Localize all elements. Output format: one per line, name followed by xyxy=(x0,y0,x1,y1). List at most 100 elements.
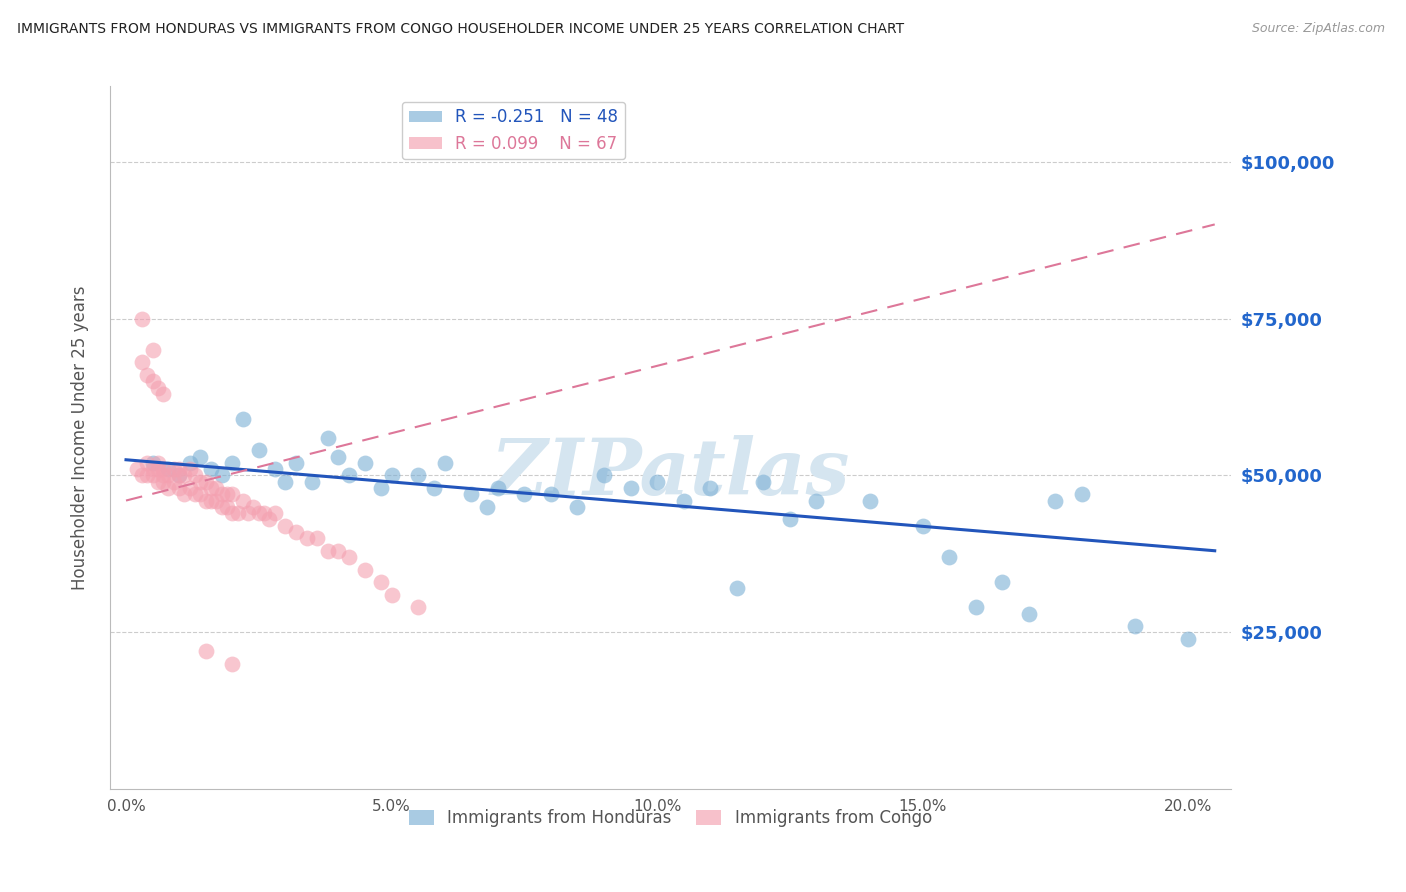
Point xyxy=(142,468,165,483)
Point xyxy=(567,500,589,514)
Point xyxy=(215,487,238,501)
Point xyxy=(406,468,429,483)
Point xyxy=(125,462,148,476)
Point xyxy=(179,456,201,470)
Point xyxy=(1018,607,1040,621)
Point xyxy=(337,468,360,483)
Point xyxy=(672,493,695,508)
Point xyxy=(152,468,174,483)
Point xyxy=(157,468,180,483)
Point xyxy=(142,374,165,388)
Point xyxy=(167,468,190,483)
Point xyxy=(232,493,254,508)
Point xyxy=(263,506,285,520)
Point xyxy=(486,481,509,495)
Point xyxy=(337,549,360,564)
Point xyxy=(354,456,377,470)
Point xyxy=(173,487,195,501)
Point xyxy=(221,506,243,520)
Point xyxy=(152,462,174,476)
Point xyxy=(146,381,169,395)
Point xyxy=(806,493,828,508)
Point xyxy=(211,500,233,514)
Point xyxy=(540,487,562,501)
Point xyxy=(142,343,165,357)
Point xyxy=(200,462,222,476)
Point xyxy=(136,368,159,382)
Point xyxy=(194,475,217,489)
Point xyxy=(194,493,217,508)
Point xyxy=(131,468,153,483)
Point xyxy=(513,487,536,501)
Point xyxy=(380,588,402,602)
Point xyxy=(142,456,165,470)
Point xyxy=(221,657,243,671)
Point xyxy=(190,475,212,489)
Point xyxy=(226,506,249,520)
Point xyxy=(263,462,285,476)
Point xyxy=(194,644,217,658)
Y-axis label: Householder Income Under 25 years: Householder Income Under 25 years xyxy=(72,285,89,590)
Point xyxy=(380,468,402,483)
Point xyxy=(146,456,169,470)
Point xyxy=(157,462,180,476)
Point xyxy=(460,487,482,501)
Point xyxy=(858,493,880,508)
Point xyxy=(200,481,222,495)
Point xyxy=(274,475,297,489)
Point xyxy=(752,475,775,489)
Point xyxy=(779,512,801,526)
Point xyxy=(190,450,212,464)
Point xyxy=(1045,493,1067,508)
Point xyxy=(284,456,307,470)
Point xyxy=(136,468,159,483)
Point xyxy=(236,506,259,520)
Point xyxy=(200,493,222,508)
Legend: Immigrants from Honduras, Immigrants from Congo: Immigrants from Honduras, Immigrants fro… xyxy=(402,802,939,834)
Point xyxy=(475,500,498,514)
Point xyxy=(911,518,934,533)
Point xyxy=(205,481,228,495)
Point xyxy=(163,475,186,489)
Point xyxy=(173,468,195,483)
Point xyxy=(307,531,329,545)
Point xyxy=(211,468,233,483)
Point xyxy=(167,468,190,483)
Point xyxy=(253,506,276,520)
Point xyxy=(184,487,207,501)
Point xyxy=(423,481,446,495)
Point xyxy=(370,575,392,590)
Point xyxy=(142,462,165,476)
Point xyxy=(215,500,238,514)
Point xyxy=(167,481,190,495)
Point xyxy=(247,506,270,520)
Point xyxy=(938,549,960,564)
Point xyxy=(619,481,641,495)
Point xyxy=(316,431,339,445)
Point xyxy=(211,487,233,501)
Point xyxy=(221,487,243,501)
Point xyxy=(157,481,180,495)
Point xyxy=(645,475,668,489)
Point xyxy=(167,462,190,476)
Point xyxy=(131,355,153,369)
Point xyxy=(295,531,318,545)
Point xyxy=(259,512,281,526)
Point xyxy=(146,475,169,489)
Point xyxy=(152,387,174,401)
Point xyxy=(328,450,350,464)
Point xyxy=(146,462,169,476)
Text: Source: ZipAtlas.com: Source: ZipAtlas.com xyxy=(1251,22,1385,36)
Point xyxy=(152,475,174,489)
Point xyxy=(136,456,159,470)
Point xyxy=(965,600,987,615)
Point xyxy=(725,582,748,596)
Point xyxy=(274,518,297,533)
Text: ZIPatlas: ZIPatlas xyxy=(491,434,851,511)
Point xyxy=(699,481,721,495)
Point xyxy=(184,468,207,483)
Point xyxy=(354,563,377,577)
Point xyxy=(284,524,307,539)
Point xyxy=(328,543,350,558)
Point xyxy=(316,543,339,558)
